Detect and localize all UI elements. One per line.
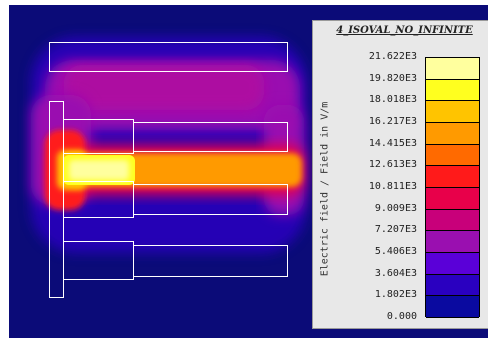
legend-tick-label: 10.811E3 [368,181,417,192]
legend-tick-label: 12.613E3 [368,159,417,171]
legend-swatch [426,144,479,167]
legend-swatch [426,296,479,318]
legend-title: 4_ISOVAL_NO_INFINITE [336,25,473,36]
legend-tick-label: 18.018E3 [368,94,417,106]
field-zone-upper [64,65,264,110]
field-zone-peak [69,160,129,180]
legend-tick-label: 0.000 [386,311,417,322]
legend-swatch [426,101,479,123]
legend-tick-label: 21.622E3 [368,51,417,62]
legend-tick-label: 5.406E3 [374,246,417,257]
plate-1-outline [133,122,288,152]
legend-swatch [426,274,479,297]
legend-swatch [426,231,479,253]
top-plate-outline [49,42,288,72]
legend-swatch [426,123,479,145]
legend-tick-label: 14.415E3 [368,137,417,149]
legend-swatch [426,79,479,102]
plate-3-outline [133,245,288,277]
legend-tick-label: 16.217E3 [368,116,417,127]
legend-tick-label: 9.009E3 [374,202,417,214]
legend-axis-label: Electric field / Field in V/m [319,101,331,277]
legend-tick-label: 3.604E3 [374,267,417,279]
legend-tick-label: 7.207E3 [374,224,417,236]
legend-swatch [426,209,479,232]
electrode-outlines [49,42,288,298]
legend-swatch [426,253,479,275]
field-map [31,37,306,298]
color-legend: 4_ISOVAL_NO_INFINITE Electric field / Fi… [312,20,488,329]
legend-tick-label: 19.820E3 [368,72,417,84]
legend-colorbar [425,57,480,318]
plate-2-outline [133,184,288,215]
legend-tick-label: 1.802E3 [374,289,417,301]
legend-swatch [426,166,479,188]
legend-swatch [426,188,479,210]
field-contours [31,37,306,253]
field-viewport[interactable]: 4_ISOVAL_NO_INFINITE Electric field / Fi… [9,5,488,338]
legend-swatch [426,58,479,80]
